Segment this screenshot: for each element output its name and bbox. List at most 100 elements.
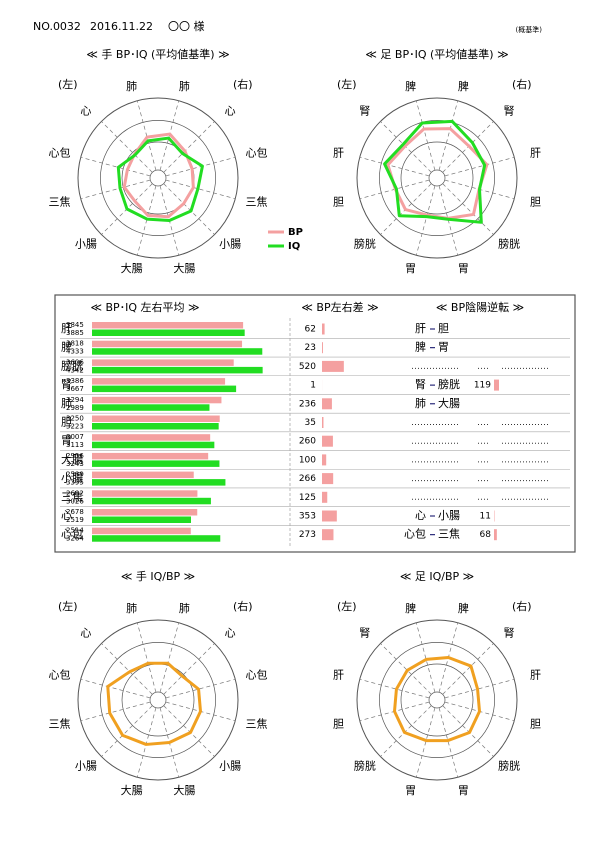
- ring: [400, 141, 474, 215]
- diff-title: ≪ BP左右差 ≫: [301, 300, 378, 314]
- bp-value: 3845: [66, 321, 84, 329]
- axis-label: 大腸: [173, 261, 195, 275]
- spoke: [438, 100, 459, 171]
- bp-value: 2589: [66, 471, 84, 479]
- diff-bar: [322, 435, 333, 447]
- diff-value: 100: [299, 455, 316, 465]
- right-label: (右): [233, 599, 253, 613]
- spoke: [359, 156, 430, 177]
- bp-bar: [92, 359, 234, 366]
- iq-value: 3026: [66, 497, 84, 505]
- spoke: [442, 183, 494, 235]
- axis-label: 小腸: [219, 237, 241, 250]
- spoke: [136, 707, 157, 778]
- axis-label: 脾: [458, 79, 469, 93]
- diff-value: 260: [299, 437, 316, 447]
- diff-value: 1: [310, 381, 316, 391]
- bp-value: 3818: [66, 340, 84, 348]
- ring: [356, 97, 518, 259]
- diff-bar: [322, 323, 325, 335]
- diff-value: 35: [305, 418, 316, 428]
- organ-label: 肝: [61, 322, 72, 335]
- spoke: [442, 705, 494, 757]
- spoke: [136, 622, 157, 693]
- diff-value: 23: [305, 343, 316, 353]
- iq-value: 3885: [66, 329, 84, 337]
- series-outline: [106, 661, 203, 746]
- basis-note: (概基準): [516, 25, 543, 34]
- iq-value: 3243: [66, 460, 84, 468]
- reversal-yang: 小腸: [438, 509, 460, 522]
- spoke: [163, 121, 215, 173]
- spoke: [415, 100, 436, 171]
- axis-label: 肝: [530, 147, 541, 160]
- reversal-yin: 腎: [415, 378, 426, 391]
- bp-value: 3386: [66, 377, 84, 385]
- avg-title: ≪ BP･IQ 左右平均 ≫: [90, 300, 199, 314]
- iq-value: 3395: [66, 479, 84, 487]
- organ-label: 大腸: [61, 452, 83, 466]
- axis-label: 小腸: [75, 759, 97, 772]
- iq-value: 2989: [66, 404, 84, 412]
- axis-label: 肺: [126, 80, 137, 93]
- ring: [428, 169, 446, 187]
- iq-value: 3223: [66, 423, 84, 431]
- series-outline: [392, 655, 482, 743]
- axis-label: 胆: [530, 717, 541, 730]
- ring: [149, 169, 167, 187]
- date: 2016.11.22: [90, 20, 153, 33]
- axis-label: 胃: [405, 262, 416, 275]
- axis-label: 三焦: [48, 195, 70, 208]
- axis-label: 脾: [405, 601, 416, 615]
- iq-bar: [92, 404, 210, 411]
- axis-label: 肺: [179, 80, 190, 93]
- organ-label: 三焦: [61, 490, 83, 503]
- iq-bar: [92, 441, 215, 449]
- iq-bar: [92, 460, 220, 467]
- diff-bar: [322, 454, 327, 466]
- axis-label: 三焦: [246, 195, 268, 208]
- axis-label: 肝: [530, 669, 541, 682]
- ring: [77, 97, 239, 259]
- iq-bar: [92, 366, 263, 374]
- ring: [356, 619, 518, 781]
- ring: [100, 642, 216, 758]
- diff-bar: [322, 417, 324, 428]
- axis-label: 大腸: [121, 783, 143, 797]
- spoke: [415, 185, 436, 256]
- axis-label: 胃: [458, 262, 469, 275]
- axis-label: 脾: [458, 601, 469, 615]
- diff-value: 266: [299, 474, 316, 484]
- diff-bar: [322, 491, 328, 503]
- axis-label: 心包: [246, 669, 268, 682]
- bp-value: 3606: [66, 358, 84, 366]
- reversal-bar: [494, 529, 497, 541]
- axis-label: 胃: [405, 784, 416, 797]
- left-label: (左): [337, 78, 357, 91]
- ring: [100, 120, 216, 236]
- spoke: [444, 156, 515, 177]
- axis-label: 腎: [359, 105, 370, 118]
- axis-label: 心包: [48, 669, 70, 682]
- right-label: (右): [233, 77, 253, 91]
- iq-value: 2519: [66, 516, 84, 524]
- diff-value: 62: [305, 325, 316, 335]
- spoke: [159, 622, 180, 693]
- diff-value: 273: [299, 530, 316, 540]
- axis-label: 腎: [504, 627, 515, 640]
- left-label: (左): [337, 600, 357, 613]
- diff-bar: [322, 360, 344, 372]
- spoke: [415, 622, 436, 693]
- iq-value: 4333: [66, 348, 84, 356]
- series-outline: [116, 136, 204, 223]
- organ-label: 心: [61, 509, 72, 522]
- axis-label: 心: [225, 105, 236, 118]
- diff-value: 236: [299, 399, 316, 409]
- axis-label: 心: [80, 627, 91, 640]
- reversal-yin: 脾: [415, 340, 426, 354]
- right-label: (右): [512, 77, 532, 91]
- iq-bar: [92, 348, 263, 355]
- spoke: [380, 705, 432, 757]
